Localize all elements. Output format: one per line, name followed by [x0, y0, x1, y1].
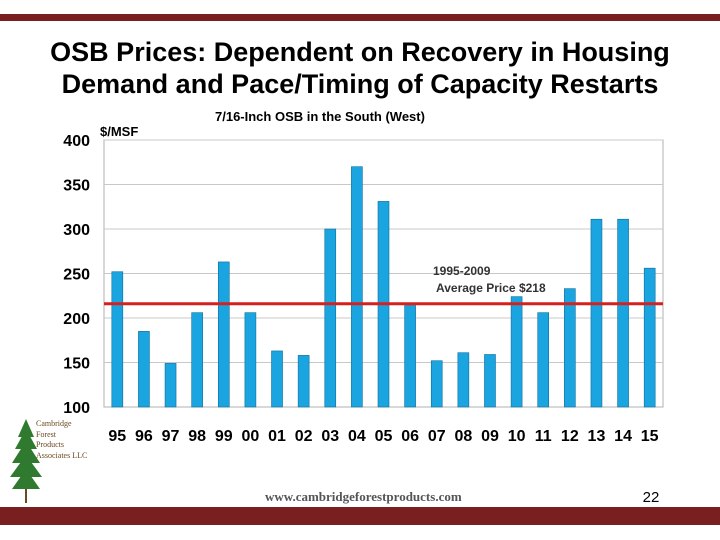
bar-98: [191, 312, 203, 408]
bar-00: [244, 312, 257, 408]
logo-line-2: Forest: [36, 429, 56, 439]
x-tick-label-02: 02: [295, 428, 313, 445]
company-logo-text: Cambridge Forest Products Associates LLC: [36, 419, 126, 461]
bar-15: [643, 267, 656, 408]
y-tick-label-2: 200: [63, 311, 90, 328]
x-tick-label-98: 98: [188, 428, 206, 445]
slide-title-line-1: OSB Prices: Dependent on Recovery in Hou…: [50, 37, 670, 67]
x-tick-label-99: 99: [215, 428, 233, 445]
x-tick-label-07: 07: [428, 428, 446, 445]
bar-96: [138, 331, 150, 408]
x-tick-label-14: 14: [614, 428, 632, 445]
x-tick-label-97: 97: [162, 428, 180, 445]
x-tick-label-03: 03: [321, 428, 339, 445]
x-tick-label-15: 15: [641, 428, 659, 445]
x-tick-label-10: 10: [508, 428, 526, 445]
average-label-line-1: 1995-2009: [433, 264, 491, 278]
x-tick-label-96: 96: [135, 428, 153, 445]
bar-09: [484, 354, 496, 408]
x-tick-label-08: 08: [454, 428, 472, 445]
slide-title: OSB Prices: Dependent on Recovery in Hou…: [0, 36, 720, 100]
y-axis-label: $/MSF: [100, 124, 138, 139]
bar-11: [537, 312, 550, 408]
x-tick-label-05: 05: [375, 428, 393, 445]
x-tick-label-06: 06: [401, 428, 419, 445]
x-tick-label-95: 95: [108, 428, 126, 445]
bar-07: [430, 360, 443, 408]
bar-01: [271, 350, 283, 408]
logo-line-3: Products: [36, 440, 64, 449]
average-label-line-2: Average Price $218: [436, 281, 546, 295]
top-accent-bar: [0, 14, 720, 21]
page-number: 22: [642, 489, 660, 506]
bottom-accent-bar: [0, 507, 720, 525]
footer-url[interactable]: www.cambridgeforestproducts.com: [265, 489, 462, 504]
chart-title: 7/16-Inch OSB in the South (West): [215, 109, 425, 124]
x-tick-label-01: 01: [268, 428, 286, 445]
slide-title-line-2: Demand and Pace/Timing of Capacity Resta…: [61, 69, 659, 99]
bar-02: [297, 355, 310, 408]
y-tick-label-0: 100: [63, 400, 90, 417]
bar-06: [404, 305, 416, 408]
y-tick-label-1: 150: [63, 356, 90, 373]
bar-08: [457, 352, 470, 408]
bar-14: [617, 218, 629, 408]
y-tick-label-5: 350: [63, 178, 90, 195]
bar-95: [111, 271, 124, 408]
x-tick-label-13: 13: [588, 428, 606, 445]
x-tick-label-12: 12: [561, 428, 579, 445]
logo-line-1: Cambridge: [36, 419, 72, 428]
y-tick-label-4: 300: [63, 222, 90, 239]
bar-13: [590, 218, 603, 408]
x-tick-label-11: 11: [535, 428, 552, 445]
bar-04: [351, 166, 363, 408]
y-tick-label-6: 400: [63, 133, 90, 150]
bar-99: [217, 261, 230, 408]
tree-logo-icon: [10, 419, 42, 503]
x-tick-label-00: 00: [242, 428, 260, 445]
y-tick-label-3: 250: [63, 267, 90, 284]
logo-line-4: Associates LLC: [36, 450, 88, 460]
bar-12: [564, 288, 576, 408]
bar-97: [164, 363, 177, 408]
x-tick-label-04: 04: [348, 428, 366, 445]
x-tick-label-09: 09: [481, 428, 499, 445]
bar-03: [324, 228, 337, 408]
bar-10: [510, 296, 523, 408]
